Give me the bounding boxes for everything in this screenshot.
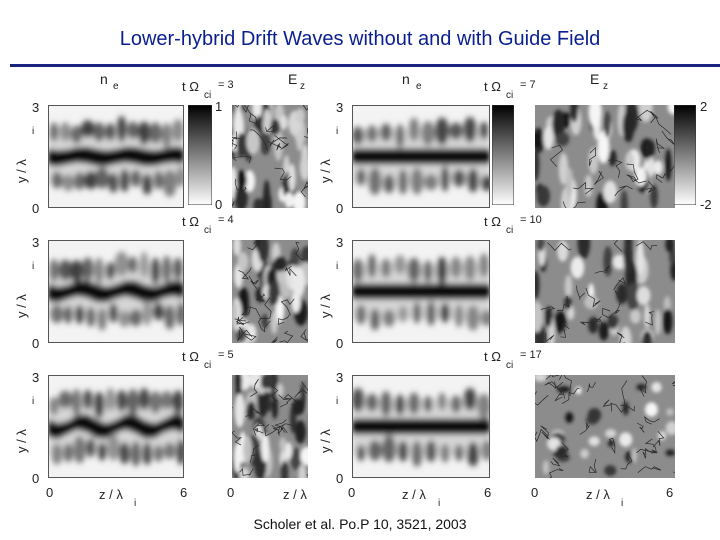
xlabel-4: z / λ bbox=[586, 487, 610, 502]
time-label-right-1: t Ω bbox=[484, 79, 501, 94]
ez-panel-left-3 bbox=[232, 375, 308, 478]
ytick-top-right-2: 3 bbox=[336, 235, 344, 250]
ytick-bottom-left-3: 0 bbox=[32, 471, 40, 486]
time-label-right-2: t Ω bbox=[484, 214, 501, 229]
ylabel-right-1: y / λ bbox=[318, 159, 333, 183]
ez-panel-left-1 bbox=[232, 105, 308, 208]
xtick-left-3: 0 bbox=[348, 485, 356, 500]
xlabel-4-sub: i bbox=[621, 498, 624, 509]
citation: Scholer et al. Po.P 10, 3521, 2003 bbox=[253, 516, 467, 532]
ytick-bottom-right-1: 0 bbox=[336, 201, 344, 216]
density-header-left: n bbox=[100, 71, 108, 87]
density-header-right: n bbox=[402, 71, 410, 87]
time-label-right-3: t Ω bbox=[484, 349, 501, 364]
title-rule bbox=[10, 64, 720, 67]
ytick-top-left-3: 3 bbox=[32, 370, 40, 385]
density-panel-left-1 bbox=[48, 105, 184, 208]
xtick-right-4: 6 bbox=[666, 485, 674, 500]
xlabel-3-sub: i bbox=[438, 498, 441, 509]
ez-panel-right-1 bbox=[535, 105, 675, 208]
field-header-left-sub: z bbox=[300, 81, 305, 92]
ytick-top-right-3: 3 bbox=[336, 370, 344, 385]
ytick-bottom-left-1: 0 bbox=[32, 201, 40, 216]
ylabel-sub-left-3: i bbox=[32, 396, 35, 407]
time-label-left-1: t Ω bbox=[182, 79, 199, 94]
field-header-left: E bbox=[288, 71, 298, 87]
time-sub-left-2: ci bbox=[204, 225, 212, 236]
ylabel-left-1: y / λ bbox=[14, 159, 29, 183]
xlabel-3: z / λ bbox=[402, 487, 426, 502]
slide-title: Lower-hybrid Drift Waves without and wit… bbox=[119, 28, 601, 50]
field-header-right-sub: z bbox=[603, 81, 608, 92]
colorbar-far-right bbox=[674, 105, 696, 205]
time-value-left-2: = 4 bbox=[218, 214, 234, 226]
time-label-left-3: t Ω bbox=[182, 349, 199, 364]
density-panel-right-2 bbox=[352, 240, 490, 343]
time-label-left-2: t Ω bbox=[182, 214, 199, 229]
ytick-bottom-right-2: 0 bbox=[336, 336, 344, 351]
time-sub-left-1: ci bbox=[204, 90, 212, 101]
xlabel-2: z / λ bbox=[283, 487, 307, 502]
field-header-right: E bbox=[590, 71, 600, 87]
density-header-right-sub: e bbox=[416, 81, 422, 92]
colorbar-left-bottom: 0 bbox=[215, 197, 223, 212]
ylabel-left-3: y / λ bbox=[14, 429, 29, 453]
ylabel-sub-right-1: i bbox=[336, 126, 339, 137]
density-panel-right-3 bbox=[352, 375, 490, 478]
time-value-left-3: = 5 bbox=[218, 349, 234, 361]
ez-panel-right-3 bbox=[535, 375, 675, 478]
time-sub-right-1: ci bbox=[506, 90, 514, 101]
time-value-right-1: = 7 bbox=[520, 79, 536, 91]
ylabel-sub-right-3: i bbox=[336, 396, 339, 407]
ylabel-left-2: y / λ bbox=[14, 294, 29, 318]
xtick-left-1: 0 bbox=[46, 485, 54, 500]
ylabel-sub-left-2: i bbox=[32, 261, 35, 272]
colorbar-left bbox=[188, 105, 212, 205]
xtick-right-1: 6 bbox=[180, 485, 188, 500]
colorbar-right-bottom: -2 bbox=[700, 197, 712, 212]
density-panel-left-2 bbox=[48, 240, 184, 343]
colorbar-left-top: 1 bbox=[215, 99, 223, 114]
colorbar-right bbox=[492, 105, 514, 205]
xlabel-1: z / λ bbox=[99, 487, 123, 502]
density-panel-right-1 bbox=[352, 105, 490, 208]
time-value-left-1: = 3 bbox=[218, 79, 234, 91]
ytick-bottom-left-2: 0 bbox=[32, 336, 40, 351]
ez-panel-right-2 bbox=[535, 240, 675, 343]
ytick-top-right-1: 3 bbox=[336, 100, 344, 115]
colorbar-right-top: 2 bbox=[700, 99, 708, 114]
ylabel-right-2: y / λ bbox=[318, 294, 333, 318]
density-panel-left-3 bbox=[48, 375, 184, 478]
time-sub-right-2: ci bbox=[506, 225, 514, 236]
ylabel-right-3: y / λ bbox=[318, 429, 333, 453]
time-value-right-3: = 17 bbox=[520, 349, 542, 361]
ylabel-sub-left-1: i bbox=[32, 126, 35, 137]
xtick-right-3: 6 bbox=[484, 485, 492, 500]
xtick-left-2: 0 bbox=[227, 485, 235, 500]
ytick-bottom-right-3: 0 bbox=[336, 471, 344, 486]
ylabel-sub-right-2: i bbox=[336, 261, 339, 272]
ez-panel-left-2 bbox=[232, 240, 308, 343]
time-sub-right-3: ci bbox=[506, 360, 514, 371]
time-sub-left-3: ci bbox=[204, 360, 212, 371]
time-value-right-2: = 10 bbox=[520, 214, 542, 226]
xtick-left-4: 0 bbox=[531, 485, 539, 500]
density-header-left-sub: e bbox=[113, 81, 119, 92]
ytick-top-left-2: 3 bbox=[32, 235, 40, 250]
xlabel-1-sub: i bbox=[134, 498, 137, 509]
ytick-top-left-1: 3 bbox=[32, 100, 40, 115]
